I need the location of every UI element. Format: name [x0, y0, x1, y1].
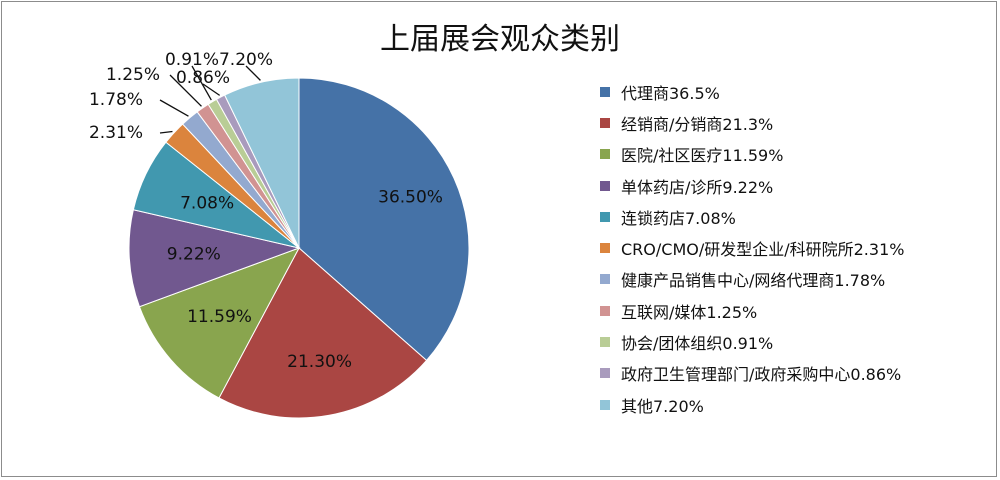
data-label: 1.25%	[106, 65, 160, 85]
data-label: 2.31%	[89, 123, 143, 143]
legend-label: CRO/CMO/研发型企业/科研院所2.31%	[621, 240, 905, 260]
legend-label: 代理商36.5%	[621, 83, 720, 103]
legend-item: CRO/CMO/研发型企业/科研院所2.31%	[600, 232, 995, 263]
data-label: 7.08%	[180, 194, 234, 214]
legend-swatch	[600, 399, 610, 410]
legend-swatch	[600, 117, 610, 128]
legend-item: 政府卫生管理部门/政府采购中心0.86%	[600, 358, 995, 389]
legend-label: 协会/团体组织0.91%	[621, 334, 774, 354]
legend-swatch	[600, 86, 610, 97]
legend-label: 连锁药店7.08%	[621, 208, 736, 228]
data-label: 0.86%	[176, 68, 230, 88]
leader-line	[245, 65, 261, 81]
leader-line	[159, 99, 189, 117]
legend-swatch	[600, 180, 610, 191]
chart-title: 上届展会观众类别	[380, 22, 620, 57]
data-label: 1.78%	[89, 90, 143, 110]
data-label: 7.20%	[219, 50, 273, 70]
legend-label: 医院/社区医疗11.59%	[621, 146, 784, 166]
leader-line	[169, 74, 202, 107]
legend-item: 单体药店/诊所9.22%	[600, 170, 995, 201]
data-label: 9.22%	[167, 245, 221, 265]
legend-swatch	[600, 305, 610, 316]
legend-item: 互联网/媒体1.25%	[600, 295, 995, 326]
legend-label: 互联网/媒体1.25%	[621, 302, 758, 322]
legend-item: 医院/社区医疗11.59%	[600, 139, 995, 170]
legend-swatch	[600, 274, 610, 285]
legend-label: 健康产品销售中心/网络代理商1.78%	[621, 271, 886, 291]
legend-item: 代理商36.5%	[600, 76, 995, 107]
legend-swatch	[600, 337, 610, 348]
pie-slice	[298, 77, 470, 362]
data-label: 0.91%	[165, 50, 219, 70]
legend-swatch	[600, 211, 610, 222]
legend-swatch	[600, 149, 610, 160]
legend-item: 连锁药店7.08%	[600, 201, 995, 232]
leader-line	[202, 83, 221, 96]
legend-item: 协会/团体组织0.91%	[600, 326, 995, 357]
leader-line	[191, 65, 212, 101]
pie-slice	[138, 247, 301, 399]
pie-slice	[218, 247, 428, 419]
legend-swatch	[600, 243, 610, 254]
data-label: 36.50%	[378, 188, 443, 208]
legend-label: 其他7.20%	[621, 396, 704, 416]
leader-line	[159, 130, 173, 134]
legend-item: 经销商/分销商21.3%	[600, 107, 995, 138]
legend-label: 单体药店/诊所9.22%	[621, 177, 774, 197]
legend-item: 健康产品销售中心/网络代理商1.78%	[600, 264, 995, 295]
legend-label: 政府卫生管理部门/政府采购中心0.86%	[621, 365, 902, 385]
pie-slice	[128, 209, 301, 308]
legend-item: 其他7.20%	[600, 389, 995, 420]
pie-slice	[224, 77, 300, 249]
data-label: 21.30%	[287, 352, 352, 372]
data-label: 11.59%	[187, 307, 252, 327]
legend-label: 经销商/分销商21.3%	[621, 114, 774, 134]
legend-swatch	[600, 368, 610, 379]
chart-legend: 代理商36.5% 经销商/分销商21.3% 医院/社区医疗11.59% 单体药店/诊所…	[600, 76, 995, 420]
